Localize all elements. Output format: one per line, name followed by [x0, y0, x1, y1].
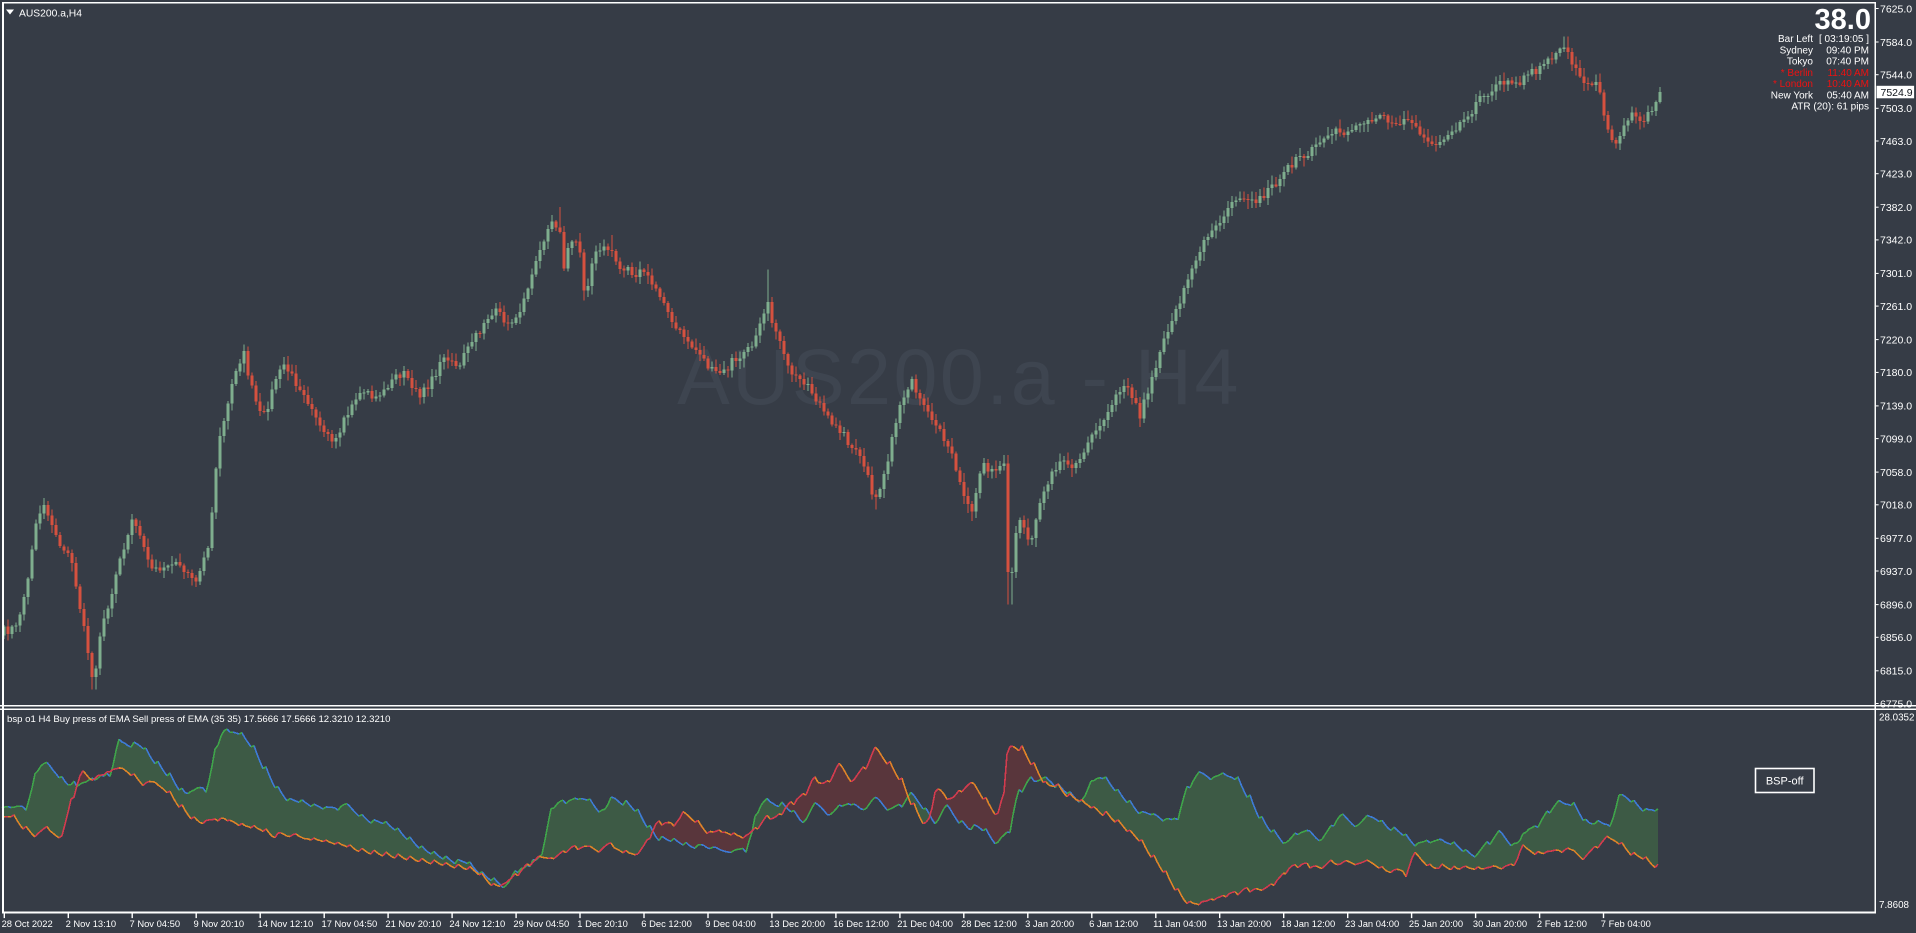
svg-text:[ 03:19:05 ]: [ 03:19:05 ]: [1819, 34, 1869, 45]
svg-text:7058.0: 7058.0: [1880, 467, 1912, 479]
svg-text:7.8608: 7.8608: [1879, 900, 1910, 911]
svg-text:7342.0: 7342.0: [1880, 235, 1912, 247]
svg-text:Tokyo: Tokyo: [1787, 57, 1814, 68]
svg-text:30 Jan 20:00: 30 Jan 20:00: [1473, 918, 1527, 929]
svg-text:7544.0: 7544.0: [1880, 70, 1912, 82]
svg-text:bsp o1 H4 Buy press of EMA Sel: bsp o1 H4 Buy press of EMA Sell press of…: [7, 714, 390, 725]
svg-text:6 Dec 12:00: 6 Dec 12:00: [641, 918, 692, 929]
svg-text:* Berlin: * Berlin: [1781, 68, 1813, 79]
svg-text:10:40 AM: 10:40 AM: [1827, 79, 1869, 90]
svg-text:9 Nov 20:10: 9 Nov 20:10: [194, 918, 245, 929]
svg-text:29 Nov 04:50: 29 Nov 04:50: [513, 918, 569, 929]
svg-text:Bar Left: Bar Left: [1778, 34, 1813, 45]
svg-text:7220.0: 7220.0: [1880, 334, 1912, 346]
svg-text:7 Feb 04:00: 7 Feb 04:00: [1601, 918, 1651, 929]
svg-text:6896.0: 6896.0: [1880, 599, 1912, 611]
svg-text:7463.0: 7463.0: [1880, 136, 1912, 148]
svg-text:25 Jan 20:00: 25 Jan 20:00: [1409, 918, 1463, 929]
svg-text:07:40 PM: 07:40 PM: [1826, 57, 1869, 68]
svg-text:ATR (20): 61 pips: ATR (20): 61 pips: [1791, 102, 1869, 113]
svg-text:7261.0: 7261.0: [1880, 301, 1912, 313]
svg-text:21 Dec 04:00: 21 Dec 04:00: [897, 918, 953, 929]
svg-text:14 Nov 12:10: 14 Nov 12:10: [258, 918, 314, 929]
svg-text:7099.0: 7099.0: [1880, 433, 1912, 445]
svg-text:6937.0: 6937.0: [1880, 566, 1912, 578]
svg-text:6856.0: 6856.0: [1880, 632, 1912, 644]
svg-text:6977.0: 6977.0: [1880, 533, 1912, 545]
svg-text:28.0352: 28.0352: [1879, 713, 1914, 724]
svg-text:7180.0: 7180.0: [1880, 367, 1912, 379]
svg-text:11:40 AM: 11:40 AM: [1827, 68, 1869, 79]
svg-text:7139.0: 7139.0: [1880, 401, 1912, 413]
svg-text:17 Nov 04:50: 17 Nov 04:50: [322, 918, 378, 929]
svg-text:09:40 PM: 09:40 PM: [1826, 45, 1869, 56]
svg-text:6775.0: 6775.0: [1880, 698, 1912, 710]
svg-text:* London: * London: [1773, 79, 1813, 90]
svg-text:6815.0: 6815.0: [1880, 666, 1912, 678]
svg-text:7503.0: 7503.0: [1880, 103, 1912, 115]
svg-text:BSP-off: BSP-off: [1766, 776, 1805, 788]
svg-text:7524.9: 7524.9: [1881, 87, 1913, 99]
svg-text:13 Dec 20:00: 13 Dec 20:00: [769, 918, 825, 929]
svg-text:New York: New York: [1771, 90, 1814, 101]
svg-text:Sydney: Sydney: [1780, 45, 1813, 56]
svg-text:38.0: 38.0: [1815, 4, 1871, 36]
svg-text:16 Dec 12:00: 16 Dec 12:00: [833, 918, 889, 929]
svg-text:2 Feb 12:00: 2 Feb 12:00: [1537, 918, 1587, 929]
svg-text:3 Jan 20:00: 3 Jan 20:00: [1025, 918, 1074, 929]
svg-text:9 Dec 04:00: 9 Dec 04:00: [705, 918, 756, 929]
svg-text:21 Nov 20:10: 21 Nov 20:10: [385, 918, 441, 929]
svg-text:13 Jan 20:00: 13 Jan 20:00: [1217, 918, 1271, 929]
svg-text:05:40 AM: 05:40 AM: [1827, 90, 1869, 101]
svg-text:AUS200.a,H4: AUS200.a,H4: [19, 9, 82, 20]
svg-text:7018.0: 7018.0: [1880, 500, 1912, 512]
svg-text:18 Jan 12:00: 18 Jan 12:00: [1281, 918, 1335, 929]
svg-text:24 Nov 12:10: 24 Nov 12:10: [449, 918, 505, 929]
svg-text:11 Jan 04:00: 11 Jan 04:00: [1153, 918, 1207, 929]
svg-text:6 Jan 12:00: 6 Jan 12:00: [1089, 918, 1138, 929]
svg-text:7584.0: 7584.0: [1880, 37, 1912, 49]
svg-text:28 Dec 12:00: 28 Dec 12:00: [961, 918, 1017, 929]
svg-text:1 Dec 20:10: 1 Dec 20:10: [577, 918, 628, 929]
svg-text:7423.0: 7423.0: [1880, 169, 1912, 181]
svg-text:7301.0: 7301.0: [1880, 268, 1912, 280]
svg-text:2 Nov 13:10: 2 Nov 13:10: [66, 918, 117, 929]
svg-text:23 Jan 04:00: 23 Jan 04:00: [1345, 918, 1399, 929]
svg-text:7625.0: 7625.0: [1880, 3, 1912, 15]
svg-text:28 Oct 2022: 28 Oct 2022: [2, 918, 53, 929]
svg-text:7 Nov 04:50: 7 Nov 04:50: [130, 918, 181, 929]
svg-text:7382.0: 7382.0: [1880, 202, 1912, 214]
